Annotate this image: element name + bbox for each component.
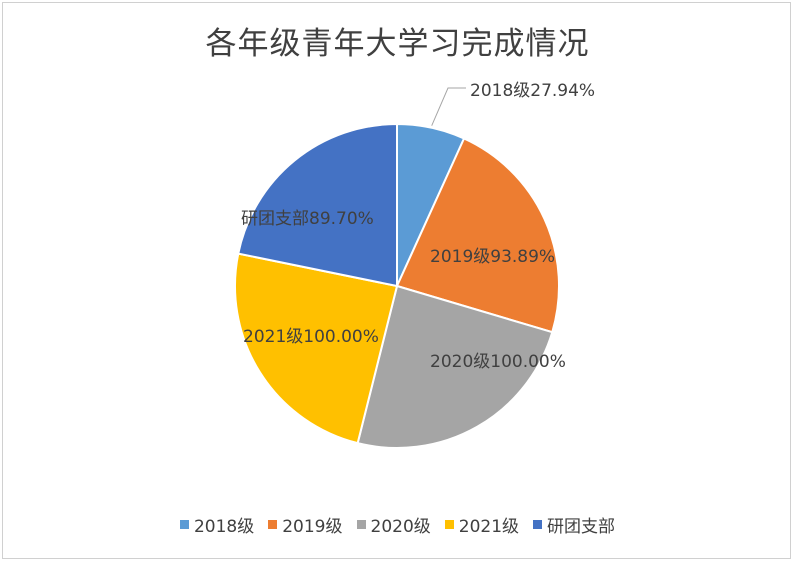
pie-slice-2	[356, 284, 554, 449]
legend-label-3: 2021级	[458, 517, 520, 537]
legend-swatch-2	[356, 520, 366, 529]
legend-item-2: 2020级	[356, 512, 431, 537]
legend-item-1: 2019级	[268, 512, 343, 537]
legend-item-0: 2018级	[179, 512, 255, 537]
legend-swatch-1	[268, 520, 278, 529]
legend-label-0: 2018级	[193, 517, 255, 537]
data-label-1: 2019级93.89%	[430, 247, 555, 267]
data-label-4: 研团支部89.70%	[241, 209, 374, 229]
pie-slice-1	[395, 137, 560, 334]
chart-legend: 2018级 2019级 2020级 2021级 研团支部	[0, 512, 795, 537]
legend-swatch-3	[444, 520, 454, 529]
legend-item-4: 研团支部	[533, 512, 615, 537]
data-label-2: 2020级100.00%	[430, 352, 566, 372]
legend-label-2: 2020级	[370, 517, 431, 537]
chart-title: 各年级青年大学习完成情况	[205, 26, 590, 62]
leader-line-0	[431, 87, 466, 126]
pie-slice-4	[237, 122, 398, 288]
legend-swatch-0	[179, 520, 189, 529]
data-label-0: 2018级27.94%	[470, 81, 595, 101]
pie-slice-3	[234, 252, 399, 445]
legend-item-3: 2021级	[444, 512, 520, 537]
legend-swatch-4	[533, 520, 543, 529]
legend-label-4: 研团支部	[547, 517, 616, 537]
data-label-3: 2021级100.00%	[243, 327, 379, 347]
legend-label-1: 2019级	[282, 517, 343, 537]
